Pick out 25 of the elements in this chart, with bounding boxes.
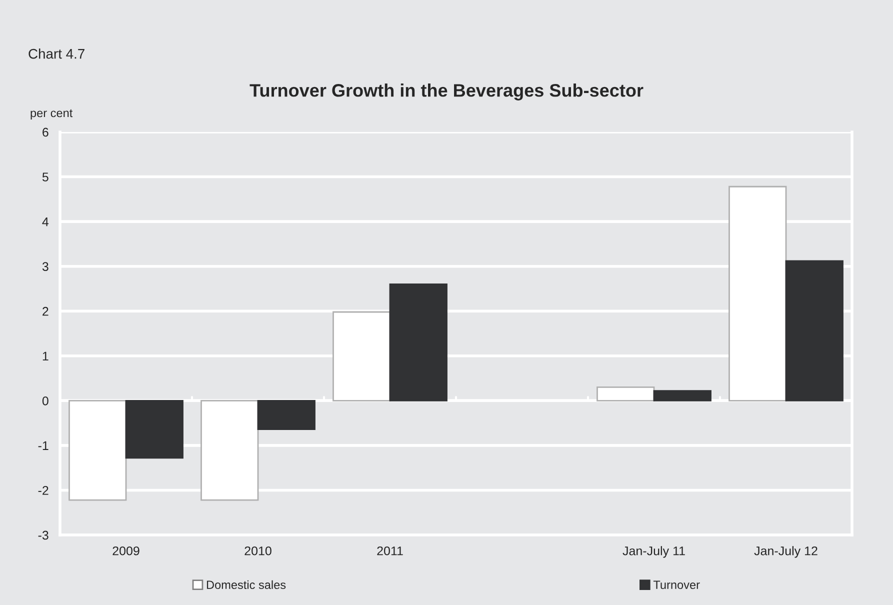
x-tick-label: 2011 — [377, 546, 403, 556]
x-tick-label: Jan-July 11 — [622, 546, 685, 558]
y-tick-label: -1 — [38, 441, 48, 450]
legend-label: Turnover — [653, 580, 700, 590]
y-tick-label: 6 — [42, 128, 48, 137]
y-axis-title: per cent — [30, 109, 73, 120]
y-tick-label: -2 — [38, 486, 48, 495]
legend-label: Domestic sales — [206, 580, 286, 590]
y-tick-label: 1 — [42, 352, 48, 360]
y-tick-label: 5 — [42, 172, 48, 182]
y-tick-label: -3 — [38, 530, 48, 540]
chart-subtitle: Chart 4.7 — [28, 48, 84, 59]
y-tick-label: 2 — [42, 306, 48, 316]
bar — [125, 400, 184, 459]
y-tick-label: 3 — [42, 262, 48, 271]
bar — [785, 260, 844, 402]
x-tick-label: 2009 — [112, 546, 140, 556]
bar — [389, 284, 448, 402]
x-tick-label: 2010 — [244, 546, 272, 556]
y-tick-label: 0 — [42, 396, 48, 406]
x-tick-label: Jan-July 12 — [754, 546, 818, 558]
bar — [653, 390, 712, 402]
y-tick-label: 4 — [42, 217, 49, 226]
bar — [257, 400, 316, 430]
chart-title: Turnover Growth in the Beverages Sub-sector — [250, 84, 644, 100]
